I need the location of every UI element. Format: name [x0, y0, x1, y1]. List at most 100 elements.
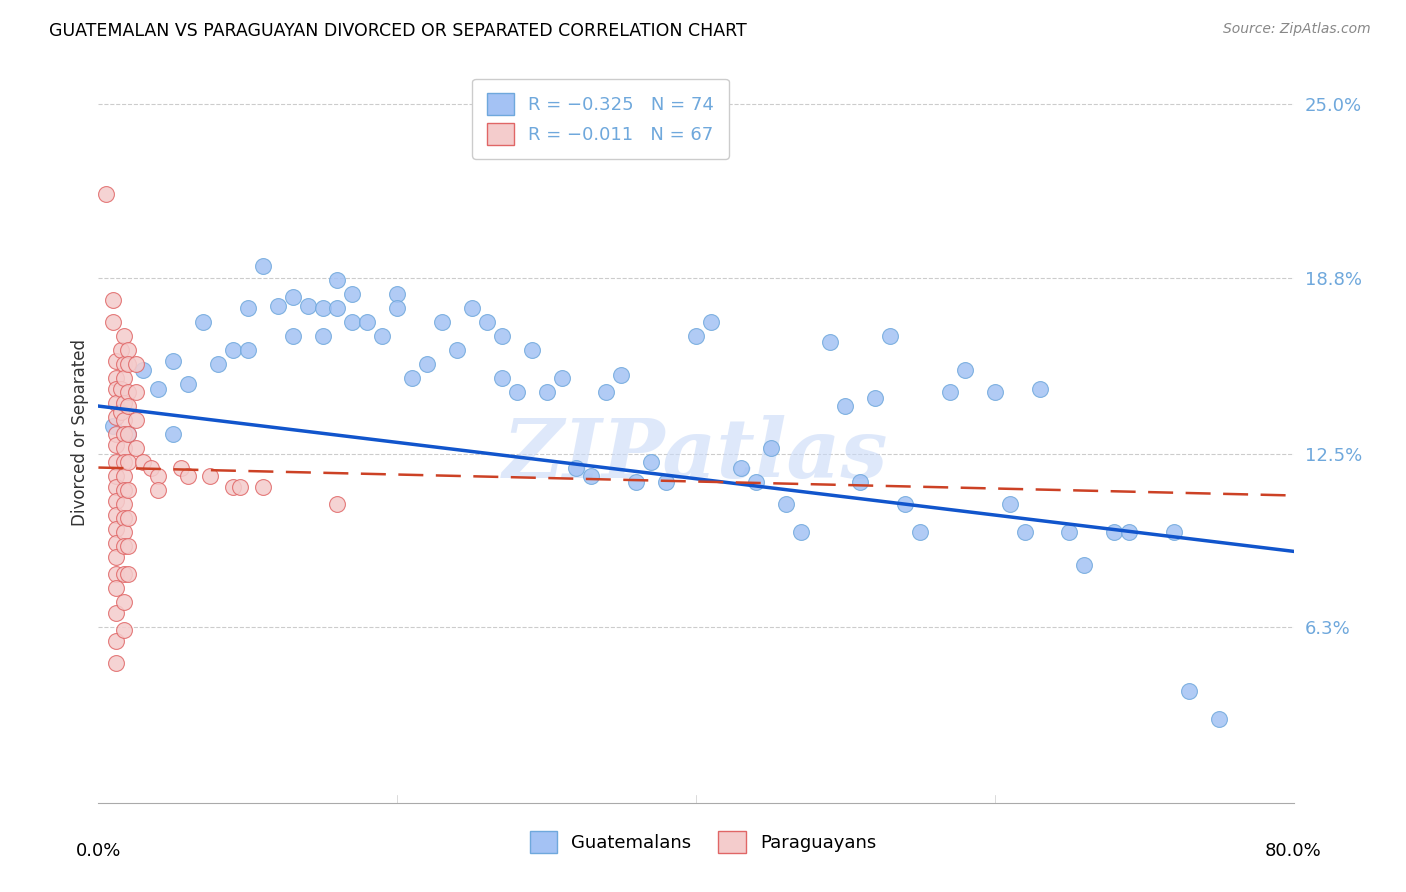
Point [125, 357, 148, 371]
Point [112, 469, 135, 483]
Point [125, 413, 148, 427]
Point [461, 301, 484, 316]
Point [162, 427, 184, 442]
Point [105, 508, 128, 522]
Point [281, 329, 304, 343]
Point [685, 329, 707, 343]
Point [655, 475, 678, 489]
Point [1178, 684, 1201, 698]
Point [520, 343, 543, 358]
Point [125, 385, 148, 400]
Point [908, 524, 931, 539]
Point [1104, 524, 1126, 539]
Point [297, 298, 319, 312]
Point [416, 357, 439, 371]
Point [177, 376, 200, 391]
Point [536, 385, 558, 400]
Point [112, 483, 135, 497]
Point [105, 606, 128, 620]
Point [105, 396, 128, 410]
Point [565, 460, 588, 475]
Point [105, 382, 128, 396]
Point [94, 186, 117, 201]
Point [789, 524, 811, 539]
Point [105, 494, 128, 508]
Point [640, 455, 662, 469]
Point [506, 385, 529, 400]
Point [112, 594, 135, 608]
Point [745, 475, 768, 489]
Point [105, 633, 128, 648]
Point [1059, 524, 1081, 539]
Point [105, 536, 128, 550]
Point [342, 287, 364, 301]
Point [430, 315, 453, 329]
Point [112, 441, 135, 455]
Point [105, 469, 128, 483]
Point [105, 354, 128, 368]
Point [207, 357, 229, 371]
Point [117, 357, 139, 371]
Point [103, 315, 125, 329]
Point [326, 301, 349, 316]
Point [475, 315, 498, 329]
Point [112, 455, 135, 469]
Point [117, 539, 139, 553]
Point [953, 363, 976, 377]
Point [820, 334, 842, 349]
Point [105, 581, 128, 595]
Point [222, 343, 245, 358]
Point [342, 315, 364, 329]
Point [356, 315, 378, 329]
Point [112, 371, 135, 385]
Point [125, 441, 148, 455]
Point [105, 371, 128, 385]
Point [105, 549, 128, 564]
Text: ZIPatlas: ZIPatlas [503, 415, 889, 495]
Point [1014, 524, 1036, 539]
Point [326, 273, 349, 287]
Point [446, 343, 468, 358]
Text: 0.0%: 0.0% [76, 842, 121, 860]
Point [112, 511, 135, 525]
Point [200, 469, 222, 483]
Point [236, 343, 259, 358]
Text: GUATEMALAN VS PARAGUAYAN DIVORCED OR SEPARATED CORRELATION CHART: GUATEMALAN VS PARAGUAYAN DIVORCED OR SEP… [49, 22, 747, 40]
Y-axis label: Divorced or Separated: Divorced or Separated [70, 339, 89, 526]
Point [236, 301, 259, 316]
Point [105, 656, 128, 670]
Text: 80.0%: 80.0% [1265, 842, 1322, 860]
Point [849, 475, 872, 489]
Point [229, 480, 252, 494]
Point [865, 391, 887, 405]
Point [1073, 558, 1095, 573]
Point [148, 382, 170, 396]
Point [385, 301, 409, 316]
Point [894, 497, 917, 511]
Point [267, 298, 290, 312]
Point [117, 483, 139, 497]
Point [117, 385, 139, 400]
Point [191, 315, 214, 329]
Point [117, 511, 139, 525]
Point [1118, 524, 1140, 539]
Point [112, 623, 135, 637]
Point [105, 438, 128, 452]
Point [162, 354, 184, 368]
Point [117, 566, 139, 581]
Point [550, 371, 572, 385]
Point [112, 539, 135, 553]
Point [110, 343, 132, 358]
Point [610, 368, 633, 383]
Point [112, 357, 135, 371]
Point [105, 480, 128, 494]
Point [117, 343, 139, 358]
Legend: R = −0.325   N = 74, R = −0.011   N = 67: R = −0.325 N = 74, R = −0.011 N = 67 [472, 78, 728, 159]
Point [105, 522, 128, 536]
Point [110, 405, 132, 419]
Point [371, 329, 394, 343]
Point [1208, 712, 1230, 726]
Point [112, 329, 135, 343]
Point [117, 427, 139, 442]
Point [879, 329, 901, 343]
